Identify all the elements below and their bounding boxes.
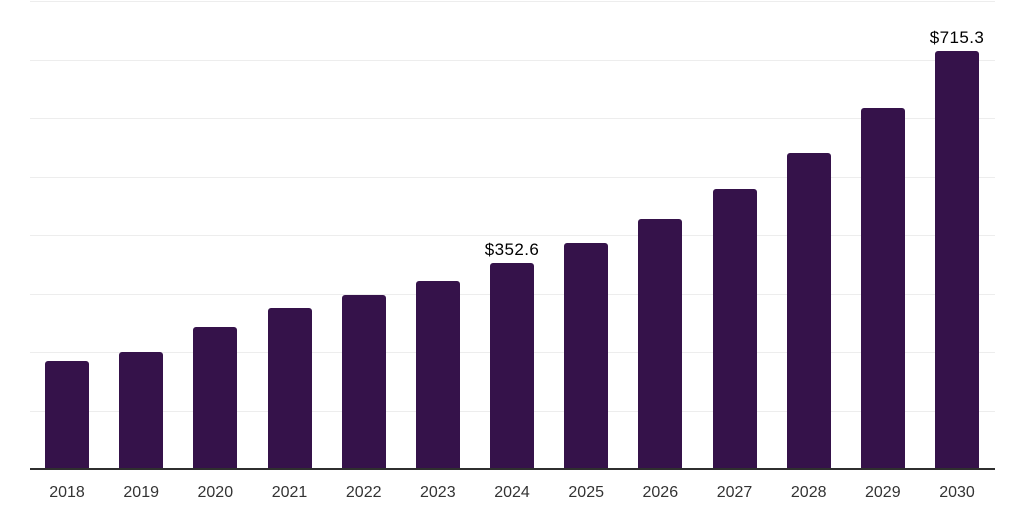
data-label-2030: $715.3 <box>929 27 985 47</box>
bar-2026 <box>638 219 683 469</box>
bar-2025 <box>564 243 609 469</box>
x-tick-2022: 2022 <box>345 484 382 501</box>
x-tick-2021: 2021 <box>271 484 308 501</box>
x-tick-2030: 2030 <box>939 484 975 501</box>
x-tick-2018: 2018 <box>49 484 85 501</box>
x-tick-2019: 2019 <box>123 484 159 501</box>
x-tick-2028: 2028 <box>790 484 827 501</box>
bar-2022 <box>341 295 386 469</box>
x-tick-2024: 2024 <box>494 484 530 501</box>
x-tick-2025: 2025 <box>568 484 604 501</box>
x-tick-2020: 2020 <box>197 484 234 501</box>
data-label-2024: $352.6 <box>484 239 540 259</box>
x-axis-line <box>30 468 995 470</box>
x-tick-2023: 2023 <box>420 484 456 501</box>
gridline-700 <box>30 59 995 61</box>
x-tick-2029: 2029 <box>865 484 901 501</box>
bar-2023 <box>415 281 460 469</box>
bar-2018 <box>45 361 89 469</box>
x-tick-2027: 2027 <box>716 484 753 501</box>
bar-2030 <box>935 50 979 469</box>
bar-2020 <box>193 327 238 469</box>
bar-2029 <box>860 108 905 469</box>
bar-2019 <box>119 352 164 469</box>
gridline-800 <box>30 1 995 2</box>
gridline-500 <box>30 176 995 178</box>
bar-2021 <box>267 308 312 469</box>
x-tick-2026: 2026 <box>642 484 679 501</box>
bar-2027 <box>712 189 757 469</box>
gridline-600 <box>30 118 995 119</box>
gridline-400 <box>30 235 995 236</box>
bar-2028 <box>786 153 831 469</box>
bar-2024 <box>490 262 534 469</box>
